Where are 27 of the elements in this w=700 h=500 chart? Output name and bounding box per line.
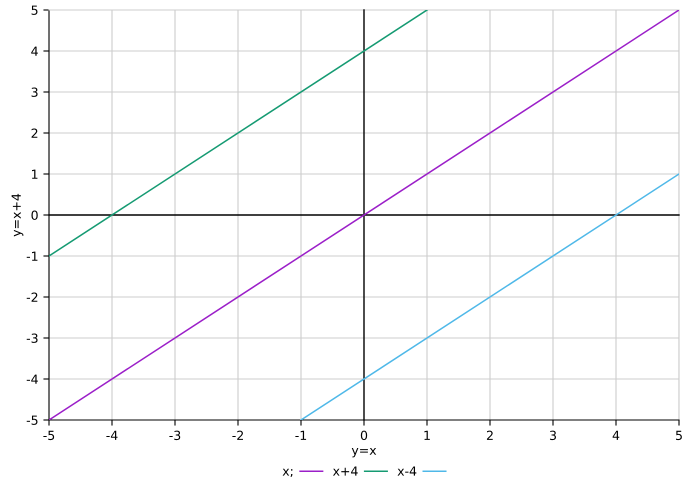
x-tick-label: -5 (43, 430, 54, 440)
y-tick-label: 5 (32, 6, 38, 15)
y-tick-label: -4 (26, 374, 38, 384)
y-axis-title: y=x+4 (12, 194, 24, 236)
x-tick-label: 1 (424, 430, 430, 440)
legend-label: x-4 (398, 466, 416, 476)
y-tick-label: -1 (26, 252, 38, 261)
y-tick-label: -3 (26, 333, 38, 343)
x-tick-label: 0 (360, 430, 368, 440)
x-tick-label: -3 (169, 430, 180, 440)
y-tick-label: 2 (32, 128, 38, 138)
y-tick-label: 3 (32, 87, 38, 97)
y-tick-label: -5 (26, 416, 38, 425)
y-tick-label: 4 (31, 46, 38, 56)
x-tick-label: 4 (612, 430, 620, 440)
x-tick-label: -1 (295, 430, 306, 440)
x-tick-label: -2 (232, 430, 243, 440)
x-axis-title: y=x (352, 448, 376, 458)
x-tick-label: 5 (676, 430, 682, 440)
y-tick-label: 1 (32, 170, 38, 179)
x-tick-label: -4 (106, 430, 118, 440)
x-tick-label: 3 (550, 430, 556, 440)
legend-label: x+4 (332, 466, 358, 476)
y-tick-label: -2 (26, 292, 38, 302)
x-tick-label: 2 (486, 430, 493, 440)
legend-label: x; (282, 468, 292, 478)
y-tick-label: 0 (31, 210, 38, 220)
